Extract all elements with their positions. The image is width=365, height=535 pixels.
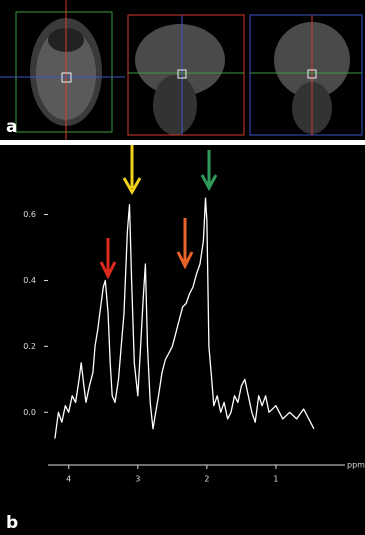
y-tick-label: 0.0 xyxy=(23,408,36,417)
x-tick-label: 4 xyxy=(66,475,71,484)
y-tick-label: 0.2 xyxy=(23,342,36,351)
y-tick-label: 0.6 xyxy=(23,210,36,219)
figure: a b 4 3 2 1 ppm 0.0 0.2 0.4 0.6 xyxy=(0,0,365,535)
panel-label: a xyxy=(6,117,17,137)
x-tick-label: 2 xyxy=(204,475,209,484)
panel-b-background xyxy=(0,145,365,535)
panel-label: b xyxy=(6,513,18,533)
y-tick-label: 0.4 xyxy=(23,276,36,285)
x-axis-label: ppm xyxy=(347,461,365,470)
x-tick-label: 1 xyxy=(273,475,278,484)
x-tick-label: 3 xyxy=(135,475,140,484)
